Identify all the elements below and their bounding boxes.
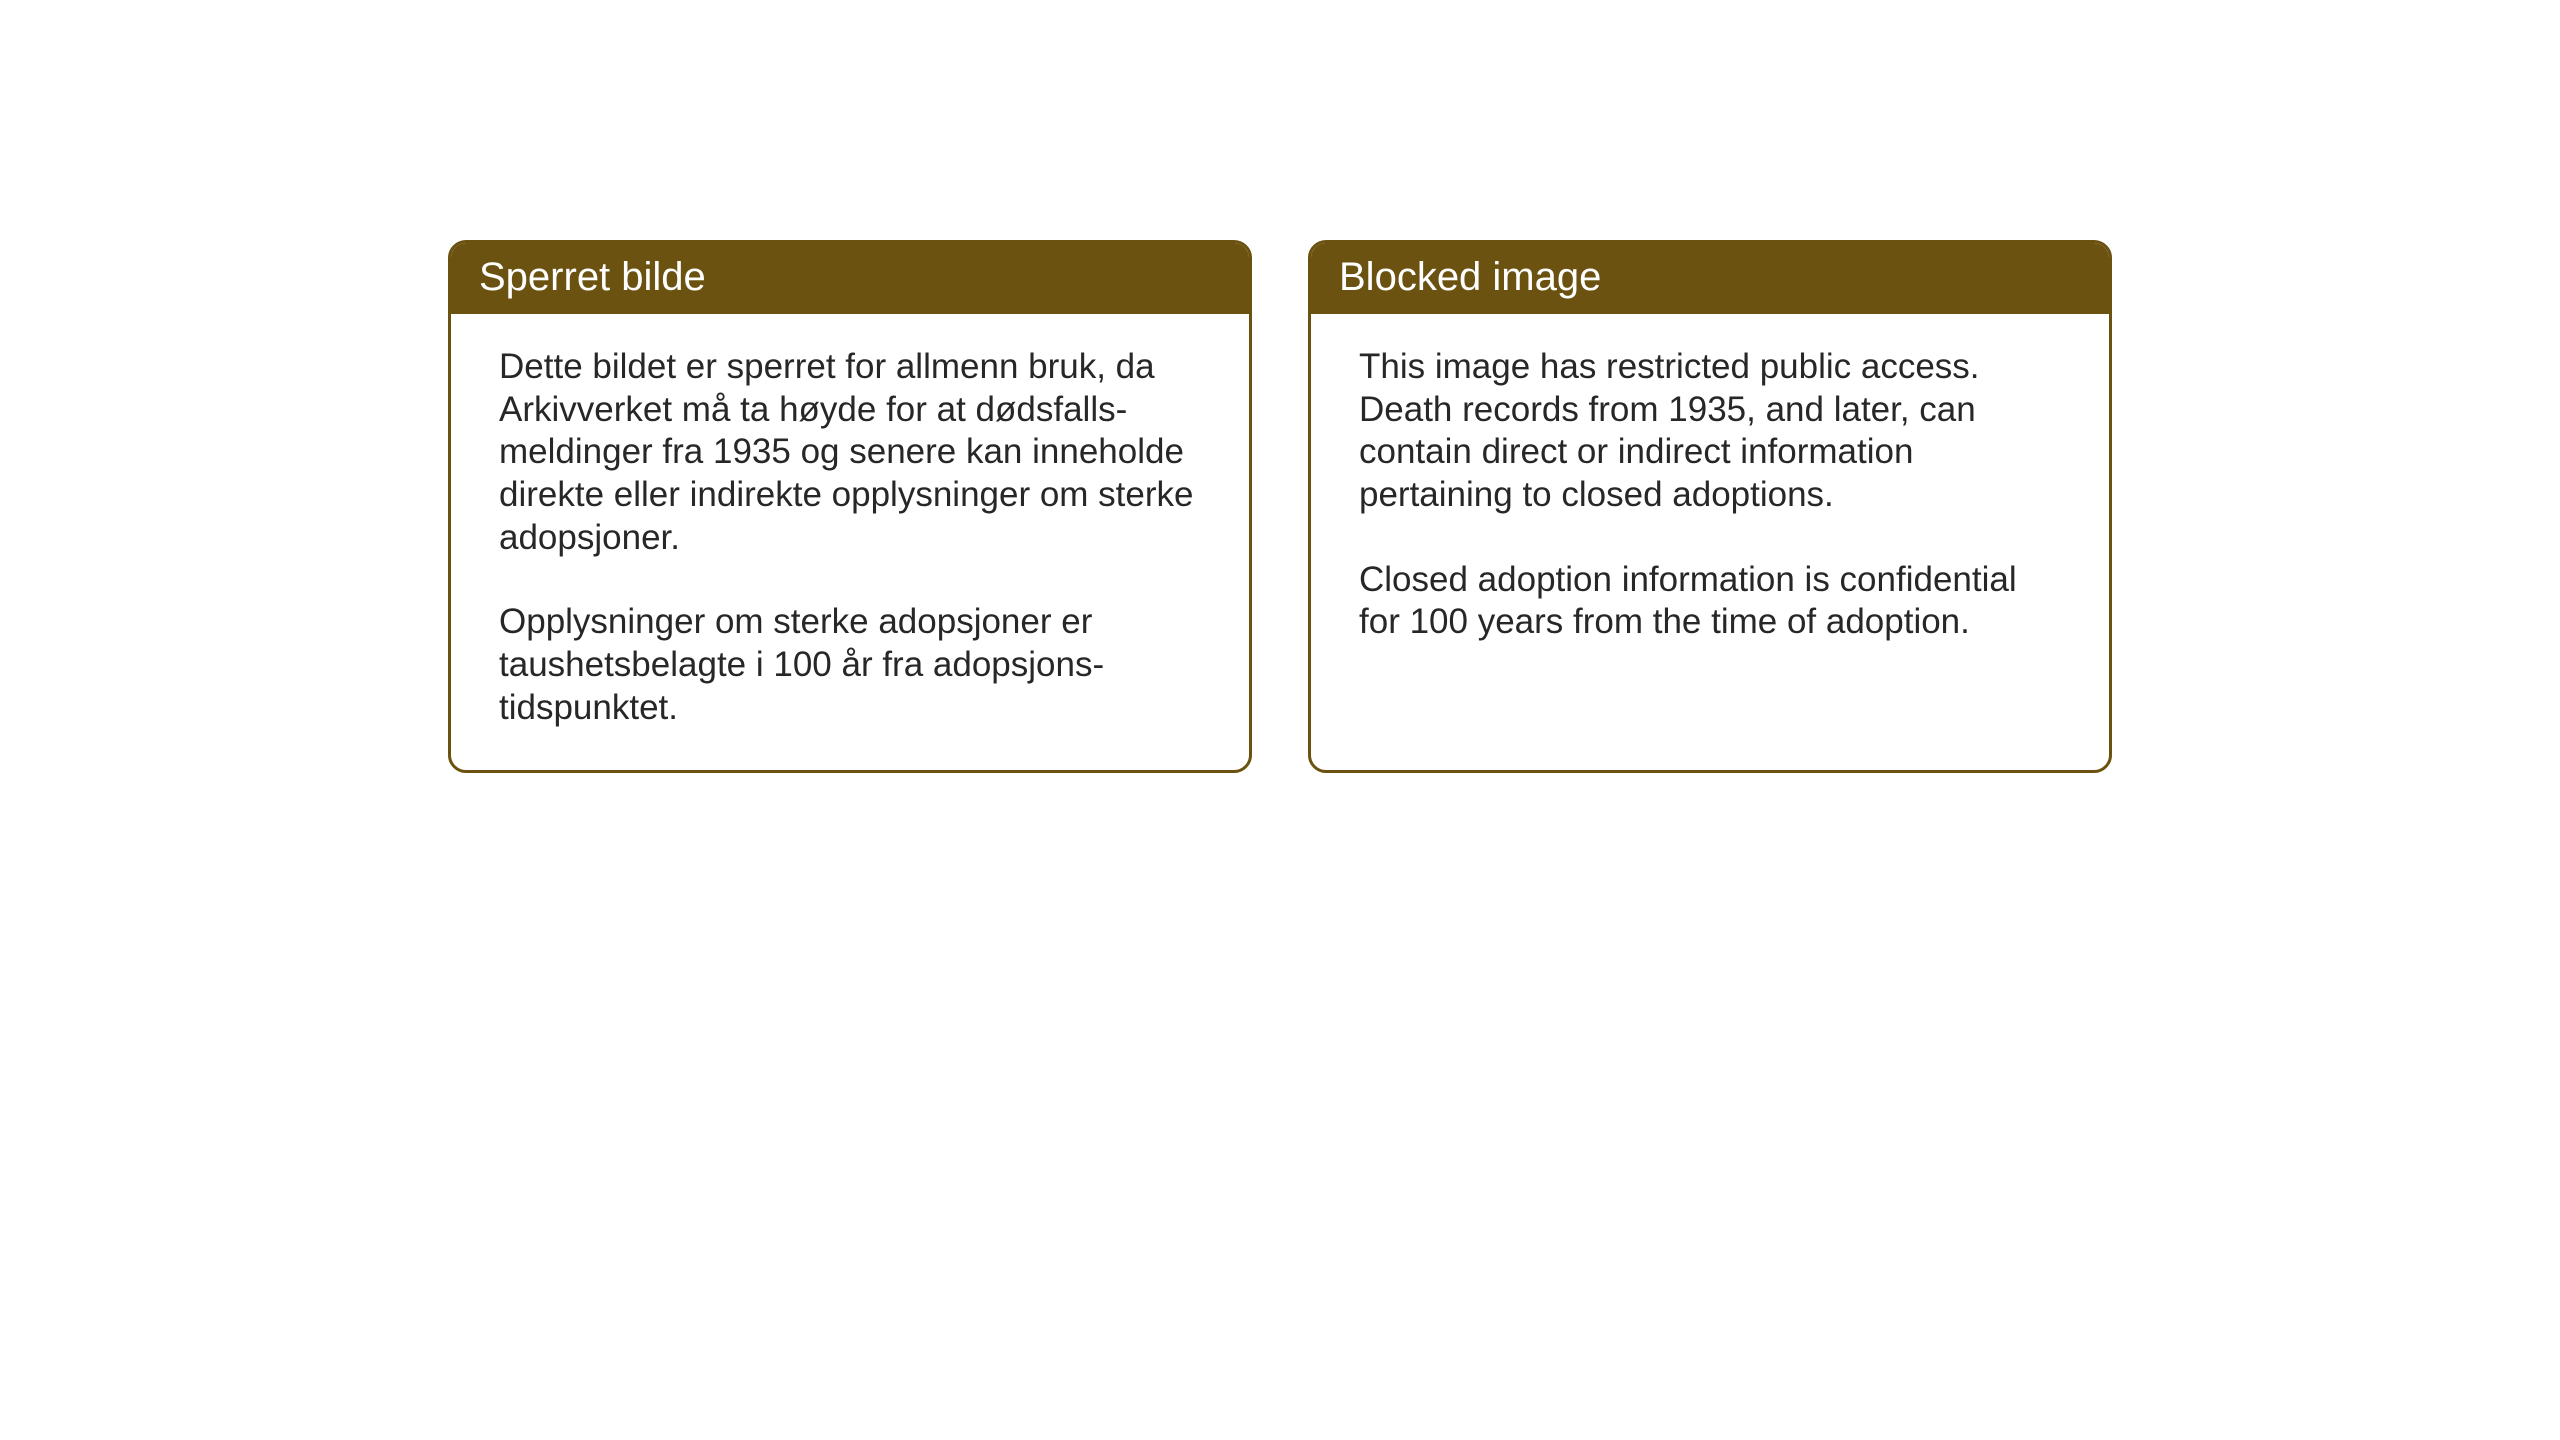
- notice-paragraph-1-norwegian: Dette bildet er sperret for allmenn bruk…: [499, 346, 1201, 559]
- notice-card-norwegian: Sperret bilde Dette bildet er sperret fo…: [448, 240, 1252, 773]
- notice-header-norwegian: Sperret bilde: [451, 243, 1249, 314]
- notice-body-english: This image has restricted public access.…: [1311, 314, 2109, 714]
- notice-title-english: Blocked image: [1339, 255, 1601, 299]
- notice-container: Sperret bilde Dette bildet er sperret fo…: [448, 240, 2112, 773]
- notice-header-english: Blocked image: [1311, 243, 2109, 314]
- notice-card-english: Blocked image This image has restricted …: [1308, 240, 2112, 773]
- notice-paragraph-2-english: Closed adoption information is confident…: [1359, 559, 2061, 644]
- notice-title-norwegian: Sperret bilde: [479, 255, 706, 299]
- notice-body-norwegian: Dette bildet er sperret for allmenn bruk…: [451, 314, 1249, 770]
- notice-paragraph-1-english: This image has restricted public access.…: [1359, 346, 2061, 517]
- notice-paragraph-2-norwegian: Opplysninger om sterke adopsjoner er tau…: [499, 601, 1201, 729]
